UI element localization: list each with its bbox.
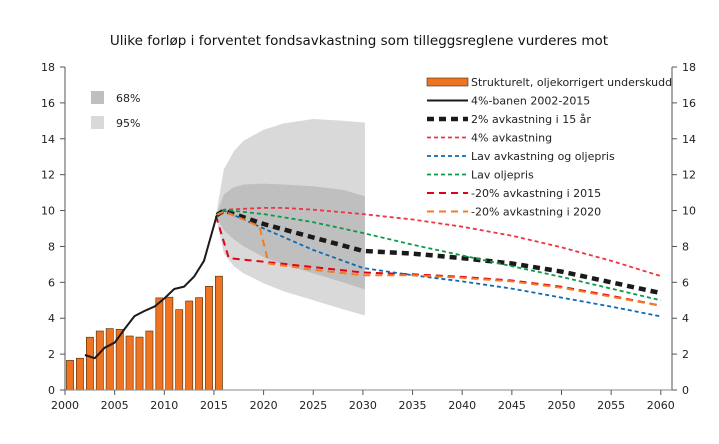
bar-2003 [95,330,104,391]
band-legend-swatch [91,91,104,104]
legend-label: Lav oljepris [471,169,534,182]
legend-item: Lav avkastning og oljepris [427,150,615,163]
y-tick-label-right: 16 [682,97,696,110]
y-tick-label-left: 14 [41,133,55,146]
y-tick-label-left: 4 [48,312,55,325]
band-legend-label: 68% [116,92,140,105]
series-lav-oljepris [216,208,662,302]
bar-2004 [105,328,114,391]
x-tick-label: 2005 [101,399,129,412]
bar-2010 [165,296,174,391]
series-lines [84,206,662,360]
bar-2009 [155,297,164,391]
y-tick-label-left: 2 [48,348,55,361]
bar-2014 [205,285,213,391]
x-tick-label: 2040 [448,399,476,412]
x-tick-label: 2060 [647,399,675,412]
y-tick-label-right: 8 [682,240,689,253]
legend-item: Lav oljepris [427,169,534,182]
band-legend: 68% 95% [91,91,140,130]
legend-label: Lav avkastning og oljepris [471,150,615,163]
bar-2006 [125,335,134,391]
bar-2012 [185,300,194,391]
x-tick-label: 2025 [299,399,327,412]
y-tick-label-right: 14 [682,133,696,146]
legend-swatch-bar [426,77,469,87]
band-legend-label: 95% [116,117,140,130]
y-tick-label-left: 8 [48,240,55,253]
band-legend-item: 95% [91,116,140,130]
x-tick-label: 2030 [349,399,377,412]
bar-2001 [76,357,84,391]
legend-label: 2% avkastning i 15 år [471,113,591,126]
x-tick-label: 2010 [150,399,178,412]
y-tick-label-right: 18 [682,61,696,74]
bar-2002 [86,336,94,391]
legend-label: 4% avkastning [471,132,552,145]
x-tick-label: 2050 [548,399,576,412]
legend-label: -20% avkastning i 2015 [471,187,601,200]
bar-2015 [215,275,223,391]
y-tick-label-left: 18 [41,61,55,74]
y-tick-label-left: 10 [41,205,55,218]
x-tick-label: 2035 [399,399,427,412]
legend-label: Strukturelt, oljekorrigert underskudd [471,76,672,89]
series-4-banen-2002-2015 [84,214,218,360]
y-tick-label-left: 16 [41,97,55,110]
legend: Strukturelt, oljekorrigert underskudd 4%-… [426,76,672,219]
bar-2011 [175,309,184,391]
y-tick-label-right: 4 [682,312,689,325]
x-tick-label: 2045 [498,399,526,412]
legend-item: -20% avkastning i 2020 [427,206,601,219]
bars [66,275,223,391]
bar-2013 [195,297,203,391]
legend-item: Strukturelt, oljekorrigert underskudd [426,76,672,89]
axes: 0 0 2 2 4 4 6 6 8 8 10 10 12 12 14 14 16 16 18 18 2000 2005 20… [41,61,696,412]
bar-2000 [66,360,74,391]
legend-item: 4%-banen 2002-2015 [427,95,590,108]
x-tick-label: 2020 [250,399,278,412]
x-tick-label: 2000 [51,399,79,412]
series-4-avkastning [216,206,662,277]
x-tick-label: 2055 [597,399,625,412]
y-tick-label-right: 12 [682,169,696,182]
legend-item: -20% avkastning i 2015 [427,187,601,200]
band-legend-swatch [91,116,104,129]
series-2-avkastning-i-15-r [215,208,662,296]
y-tick-label-left: 12 [41,169,55,182]
y-tick-label-right: 0 [682,384,689,397]
band-legend-item: 68% [91,91,140,105]
chart-title: Ulike forløp i forventet fondsavkastning… [110,33,608,49]
legend-label: -20% avkastning i 2020 [471,206,601,219]
y-tick-label-right: 6 [682,276,689,289]
bar-2007 [135,336,144,391]
legend-item: 2% avkastning i 15 år [427,113,591,126]
legend-label: 4%-banen 2002-2015 [471,95,590,108]
y-tick-label-left: 0 [48,384,55,397]
y-tick-label-right: 10 [682,205,696,218]
y-tick-label-left: 6 [48,276,55,289]
bar-2008 [145,330,154,391]
x-tick-label: 2015 [200,399,228,412]
y-tick-label-right: 2 [682,348,689,361]
legend-item: 4% avkastning [427,132,552,145]
series-20-avkastning-i-2020 [216,210,661,307]
